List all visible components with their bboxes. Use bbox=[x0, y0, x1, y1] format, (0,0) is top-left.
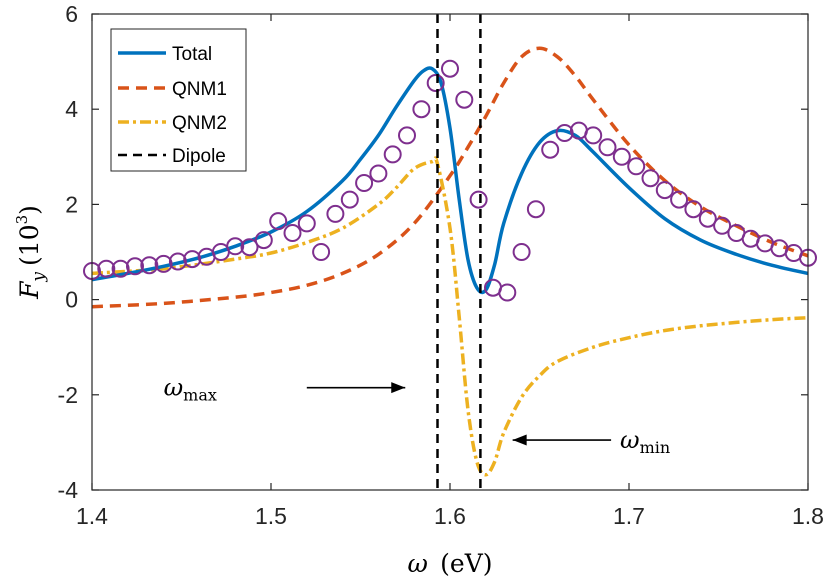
data-marker bbox=[641, 169, 660, 188]
annotation-arrowhead-max bbox=[391, 382, 406, 394]
legend-item-dipole: Dipole bbox=[118, 146, 226, 167]
data-marker bbox=[526, 200, 545, 219]
data-marker bbox=[512, 243, 531, 261]
legend-label-qnm2: QNM2 bbox=[172, 113, 227, 134]
data-marker bbox=[254, 231, 273, 250]
series-line-qnm2 bbox=[91, 156, 809, 477]
data-marker bbox=[140, 256, 159, 275]
data-marker bbox=[627, 157, 646, 176]
x-axis-label: ω (eV) bbox=[408, 549, 493, 578]
y-tick-label: -2 bbox=[58, 382, 78, 408]
legend-item-qnm2: QNM2 bbox=[118, 113, 227, 134]
x-tick-label: 1.6 bbox=[434, 503, 466, 529]
data-marker bbox=[326, 204, 345, 223]
data-marker bbox=[541, 140, 560, 159]
annotation-label-min: ωmin bbox=[620, 426, 670, 457]
data-marker bbox=[670, 190, 689, 209]
legend-item-qnm1: QNM1 bbox=[118, 79, 227, 100]
data-marker bbox=[426, 74, 445, 92]
data-marker bbox=[684, 200, 703, 219]
data-marker bbox=[713, 216, 732, 235]
data-marker bbox=[312, 243, 331, 261]
data-marker bbox=[183, 250, 202, 269]
data-marker bbox=[168, 252, 187, 271]
data-marker bbox=[297, 214, 316, 233]
data-marker bbox=[584, 126, 603, 145]
data-marker bbox=[412, 100, 431, 119]
data-marker bbox=[469, 190, 488, 209]
legend-item-total: Total bbox=[118, 44, 212, 65]
annotation-arrowhead-min bbox=[512, 434, 527, 446]
data-marker bbox=[340, 190, 359, 209]
y-tick-label: 2 bbox=[65, 191, 78, 217]
legend-label-total: Total bbox=[172, 44, 212, 65]
data-marker bbox=[355, 174, 374, 192]
y-axis-label: Fy(103) bbox=[13, 205, 49, 300]
tick-layer: 1.4 1.5 1.6 1.7 1.8 -4 -2 0 2 4 6 bbox=[58, 1, 824, 529]
series-line-total bbox=[91, 66, 809, 295]
x-tick-label: 1.5 bbox=[255, 503, 287, 529]
x-tick-label: 1.7 bbox=[613, 503, 645, 529]
data-marker bbox=[698, 209, 717, 228]
data-marker bbox=[555, 124, 574, 142]
data-marker bbox=[498, 283, 517, 302]
data-marker bbox=[655, 181, 674, 200]
x-tick-label: 1.8 bbox=[792, 503, 824, 529]
data-marker bbox=[283, 224, 302, 242]
legend: Total QNM1 QNM2 Dipole bbox=[110, 28, 247, 172]
data-marker bbox=[240, 238, 259, 257]
data-marker bbox=[455, 90, 474, 109]
data-marker bbox=[398, 126, 416, 145]
data-marker bbox=[126, 257, 144, 276]
series-line-qnm1 bbox=[91, 46, 809, 309]
annotation-label-max: ωmax bbox=[164, 374, 217, 405]
data-marker bbox=[598, 138, 617, 157]
annotation-layer: ωmax ωmin bbox=[164, 374, 671, 457]
y-tick-label: 4 bbox=[65, 96, 78, 122]
y-tick-label: 6 bbox=[65, 1, 78, 27]
data-marker bbox=[612, 147, 631, 166]
dipole-layer bbox=[436, 14, 482, 490]
data-marker bbox=[154, 254, 173, 273]
data-marker bbox=[97, 259, 116, 278]
x-tick-label: 1.4 bbox=[76, 503, 108, 529]
data-marker bbox=[369, 164, 388, 183]
legend-label-dipole: Dipole bbox=[172, 146, 226, 167]
series-layer bbox=[91, 46, 809, 477]
legend-label-qnm1: QNM1 bbox=[172, 79, 227, 100]
data-marker bbox=[111, 259, 130, 278]
y-tick-label: -4 bbox=[58, 477, 79, 503]
data-marker bbox=[441, 59, 459, 78]
data-marker bbox=[226, 237, 245, 256]
y-tick-label: 0 bbox=[65, 287, 78, 313]
data-marker bbox=[383, 145, 402, 164]
marker-layer bbox=[83, 59, 817, 302]
data-marker bbox=[269, 212, 288, 231]
